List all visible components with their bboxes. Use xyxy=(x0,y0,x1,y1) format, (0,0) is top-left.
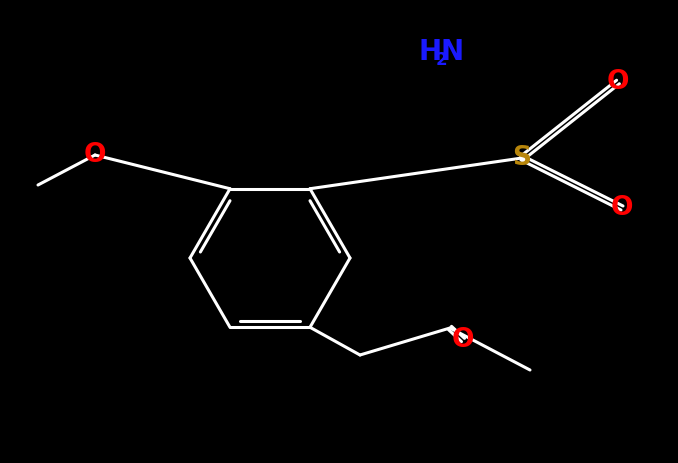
Text: H: H xyxy=(418,38,441,66)
Text: O: O xyxy=(607,69,629,95)
Text: 2: 2 xyxy=(435,51,447,69)
Text: O: O xyxy=(84,142,106,168)
Text: S: S xyxy=(513,145,532,171)
Text: O: O xyxy=(611,195,633,221)
Text: O: O xyxy=(452,327,474,353)
Text: N: N xyxy=(441,38,464,66)
